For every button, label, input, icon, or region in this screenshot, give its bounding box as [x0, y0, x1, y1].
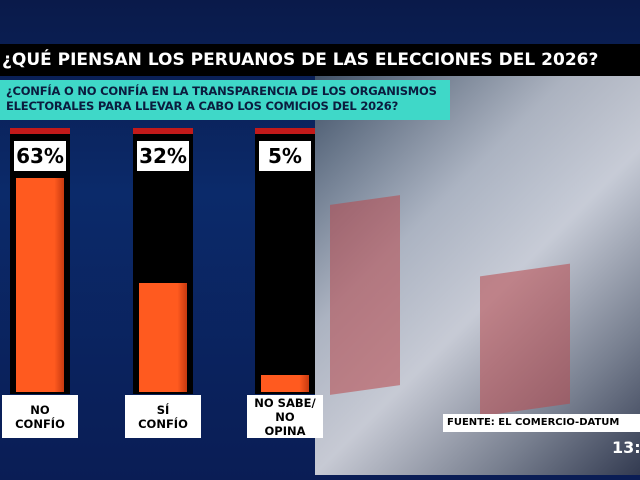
- flag-stripe: [330, 195, 400, 395]
- bar: [16, 177, 64, 392]
- value-label: 32%: [137, 141, 189, 171]
- source-label: FUENTE: EL COMERCIO-DATUM: [443, 414, 640, 432]
- category-label: NO CONFÍO: [2, 395, 78, 438]
- category-label: SÍ CONFÍO: [125, 395, 201, 438]
- value-label: 5%: [259, 141, 311, 171]
- bar: [139, 283, 187, 392]
- chart-subtitle: ¿CONFÍA O NO CONFÍA EN LA TRANSPARENCIA …: [0, 80, 450, 120]
- clock: 13:: [612, 438, 640, 457]
- bar: [261, 375, 309, 392]
- value-label: 63%: [14, 141, 66, 171]
- category-label: NO SABE/ NO OPINA: [247, 395, 323, 438]
- chart-title: ¿QUÉ PIENSAN LOS PERUANOS DE LAS ELECCIO…: [0, 44, 640, 76]
- bar-panel: [255, 128, 315, 394]
- flag-stripe: [480, 263, 570, 417]
